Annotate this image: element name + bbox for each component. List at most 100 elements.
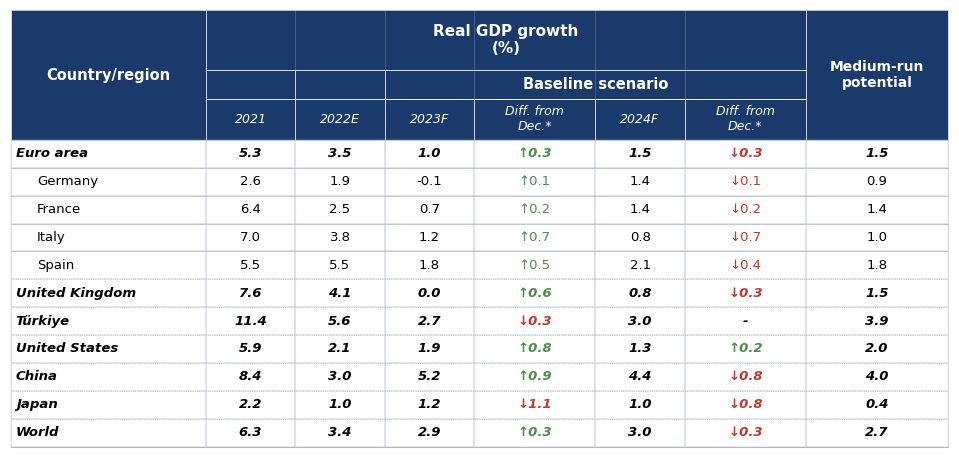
Text: 5.3: 5.3 [239, 147, 262, 160]
Bar [596, 307, 685, 335]
Bar [385, 307, 475, 335]
Bar [806, 391, 948, 419]
Bar [11, 251, 206, 279]
Bar [295, 251, 385, 279]
Text: ↑0.2: ↑0.2 [519, 203, 550, 216]
Text: Japan: Japan [15, 398, 58, 411]
Text: Italy: Italy [36, 231, 65, 244]
Bar [806, 140, 948, 168]
Text: ↑0.3: ↑0.3 [518, 426, 552, 439]
Bar [385, 99, 475, 140]
Bar [206, 391, 295, 419]
Text: ↓0.1: ↓0.1 [729, 175, 761, 188]
Text: 1.3: 1.3 [628, 342, 652, 356]
Bar [806, 419, 948, 446]
Bar [475, 279, 596, 307]
Bar [385, 196, 475, 223]
Bar [685, 391, 806, 419]
Text: 1.9: 1.9 [330, 175, 350, 188]
Bar [11, 363, 206, 391]
Text: ↑0.1: ↑0.1 [519, 175, 550, 188]
Text: 1.4: 1.4 [867, 203, 887, 216]
Text: 6.4: 6.4 [240, 203, 261, 216]
Text: Euro area: Euro area [15, 147, 88, 160]
Text: United Kingdom: United Kingdom [15, 287, 136, 300]
Text: ↑0.3: ↑0.3 [518, 147, 552, 160]
Text: Medium-run
potential: Medium-run potential [830, 60, 924, 90]
Bar [475, 391, 596, 419]
Text: 0.8: 0.8 [630, 231, 650, 244]
Bar [806, 223, 948, 251]
Bar [295, 335, 385, 363]
Text: 1.5: 1.5 [865, 147, 889, 160]
Bar [475, 335, 596, 363]
Text: 2022E: 2022E [320, 113, 360, 126]
Bar [806, 307, 948, 335]
Bar [206, 196, 295, 223]
Text: ↑0.2: ↑0.2 [728, 342, 762, 356]
Text: 3.8: 3.8 [330, 231, 350, 244]
Bar [685, 99, 806, 140]
Text: 2.9: 2.9 [418, 426, 441, 439]
Bar [295, 69, 385, 99]
Bar [596, 140, 685, 168]
Bar [295, 279, 385, 307]
Text: 1.4: 1.4 [629, 175, 650, 188]
Bar [385, 168, 475, 196]
Bar [11, 168, 206, 196]
Bar [206, 168, 295, 196]
Bar [806, 196, 948, 223]
Bar [385, 223, 475, 251]
Text: 3.4: 3.4 [328, 426, 352, 439]
Text: ↑0.7: ↑0.7 [519, 231, 550, 244]
Text: 1.2: 1.2 [418, 398, 441, 411]
Bar [295, 419, 385, 446]
Text: 1.0: 1.0 [628, 398, 652, 411]
Bar [475, 99, 596, 140]
Text: 2.2: 2.2 [239, 398, 262, 411]
Text: 1.5: 1.5 [865, 287, 889, 300]
Bar [295, 168, 385, 196]
Bar [11, 391, 206, 419]
Bar [385, 419, 475, 446]
Text: 3.5: 3.5 [328, 147, 352, 160]
Text: -: - [742, 314, 748, 328]
Bar [475, 223, 596, 251]
Text: 2.7: 2.7 [865, 426, 889, 439]
Bar [475, 196, 596, 223]
Text: 5.6: 5.6 [328, 314, 352, 328]
Bar [596, 251, 685, 279]
Bar [11, 196, 206, 223]
Text: 0.4: 0.4 [865, 398, 889, 411]
Bar [206, 69, 295, 99]
Text: 8.4: 8.4 [239, 370, 262, 383]
Bar [596, 335, 685, 363]
Bar [806, 251, 948, 279]
Bar [295, 363, 385, 391]
Text: 2024F: 2024F [620, 113, 660, 126]
Bar [596, 99, 685, 140]
Text: -0.1: -0.1 [416, 175, 442, 188]
Text: Diff. from
Dec.*: Diff. from Dec.* [505, 106, 564, 133]
Bar [685, 279, 806, 307]
Text: 2021: 2021 [235, 113, 267, 126]
Text: Diff. from
Dec.*: Diff. from Dec.* [716, 106, 775, 133]
Text: ↑0.9: ↑0.9 [518, 370, 552, 383]
Text: Country/region: Country/region [46, 68, 171, 83]
Text: 7.0: 7.0 [240, 231, 261, 244]
Bar [385, 251, 475, 279]
Bar [685, 251, 806, 279]
Text: ↑0.6: ↑0.6 [518, 287, 552, 300]
Bar [685, 168, 806, 196]
Bar [475, 307, 596, 335]
Text: ↓0.2: ↓0.2 [729, 203, 761, 216]
Bar [596, 196, 685, 223]
Text: 1.9: 1.9 [418, 342, 441, 356]
Text: 0.8: 0.8 [628, 287, 652, 300]
Bar [295, 223, 385, 251]
Bar [206, 251, 295, 279]
Bar [385, 279, 475, 307]
Bar [11, 307, 206, 335]
Bar [475, 251, 596, 279]
Text: ↓0.4: ↓0.4 [730, 259, 761, 272]
